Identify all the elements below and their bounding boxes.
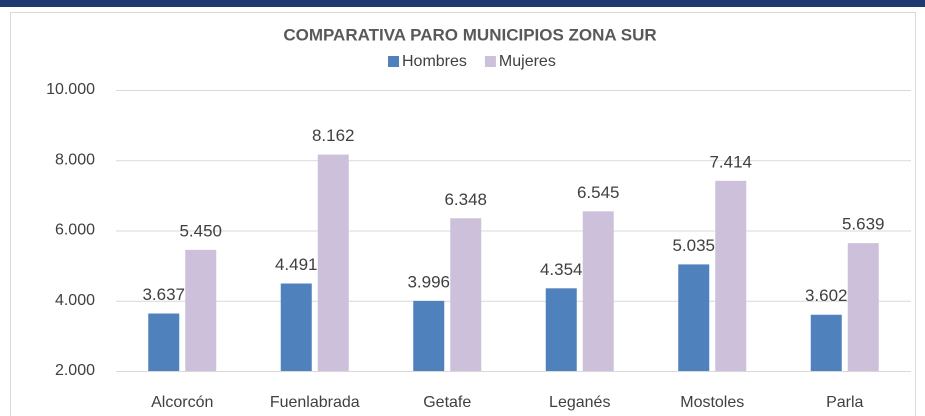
bar — [810, 314, 842, 371]
bar — [148, 313, 180, 371]
chart-title: COMPARATIVA PARO MUNICIPIOS ZONA SUR — [283, 25, 656, 44]
x-tick-label: Parla — [826, 394, 863, 411]
bar — [545, 288, 577, 371]
x-tick-label: Mostoles — [680, 394, 744, 411]
legend-label: Mujeres — [499, 53, 556, 70]
x-tick-label: Alcorcón — [151, 394, 213, 411]
legend-swatch — [484, 56, 496, 67]
bar — [280, 283, 312, 371]
data-label: 5.450 — [179, 221, 222, 240]
top-band — [0, 0, 925, 7]
bar — [413, 300, 445, 371]
y-tick-label: 8.000 — [55, 151, 95, 168]
y-tick-label: 10.000 — [46, 81, 95, 98]
x-tick-label: Fuenlabrada — [270, 394, 360, 411]
bar — [317, 154, 349, 371]
bar — [715, 180, 747, 371]
legend-label: Hombres — [402, 53, 467, 70]
data-label: 3.996 — [407, 272, 450, 291]
data-label: 7.414 — [709, 152, 752, 171]
data-label: 5.035 — [672, 236, 715, 255]
data-label: 4.491 — [275, 255, 318, 274]
x-tick-label: Getafe — [423, 394, 471, 411]
bar — [678, 264, 710, 371]
bar — [847, 243, 879, 371]
y-tick-label: 4.000 — [55, 292, 95, 309]
bar — [582, 211, 614, 371]
y-tick-label: 6.000 — [55, 222, 95, 239]
legend-swatch — [388, 56, 399, 67]
data-label: 5.639 — [842, 215, 885, 234]
data-label: 6.348 — [444, 190, 487, 209]
bar — [185, 249, 217, 371]
data-label: 3.637 — [142, 285, 185, 304]
data-label: 8.162 — [312, 126, 355, 145]
bar — [450, 218, 482, 371]
data-label: 3.602 — [805, 286, 848, 305]
y-tick-label: 2.000 — [55, 362, 95, 379]
data-label: 6.545 — [577, 183, 620, 202]
data-label: 4.354 — [540, 260, 583, 279]
x-tick-label: Leganés — [549, 394, 610, 411]
